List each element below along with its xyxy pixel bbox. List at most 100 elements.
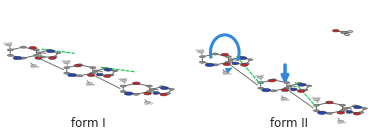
Circle shape <box>149 103 153 104</box>
Circle shape <box>362 108 367 109</box>
Circle shape <box>46 50 55 53</box>
Circle shape <box>169 88 174 90</box>
Circle shape <box>7 54 13 56</box>
Text: form I: form I <box>71 117 105 130</box>
Circle shape <box>312 97 316 99</box>
Circle shape <box>123 78 127 79</box>
Circle shape <box>103 67 108 69</box>
Circle shape <box>268 79 276 82</box>
Circle shape <box>271 79 277 81</box>
Circle shape <box>238 56 243 58</box>
Circle shape <box>109 74 114 76</box>
Circle shape <box>64 67 70 69</box>
Circle shape <box>77 75 83 77</box>
Circle shape <box>33 49 39 51</box>
Circle shape <box>286 99 290 101</box>
Circle shape <box>313 104 319 106</box>
Circle shape <box>225 61 231 63</box>
Text: form II: form II <box>270 117 308 130</box>
Circle shape <box>232 62 239 64</box>
Circle shape <box>307 85 312 87</box>
Circle shape <box>20 46 26 48</box>
Circle shape <box>29 47 36 49</box>
Circle shape <box>52 56 57 58</box>
Circle shape <box>303 89 308 91</box>
Circle shape <box>159 86 164 88</box>
Circle shape <box>33 54 39 56</box>
Circle shape <box>199 61 205 63</box>
Circle shape <box>212 53 218 55</box>
Circle shape <box>326 101 333 104</box>
Circle shape <box>316 97 320 99</box>
Circle shape <box>86 85 90 86</box>
Circle shape <box>90 72 96 74</box>
Circle shape <box>297 90 305 92</box>
Circle shape <box>287 85 292 87</box>
Circle shape <box>36 66 39 67</box>
Circle shape <box>221 53 229 56</box>
Circle shape <box>199 56 205 58</box>
Circle shape <box>260 75 264 76</box>
Circle shape <box>339 110 345 112</box>
Circle shape <box>257 76 263 78</box>
Circle shape <box>4 43 8 44</box>
Circle shape <box>313 110 319 112</box>
Circle shape <box>104 68 112 71</box>
Circle shape <box>91 84 95 85</box>
Circle shape <box>120 85 126 87</box>
Circle shape <box>160 93 167 96</box>
Circle shape <box>67 60 71 62</box>
Circle shape <box>48 57 56 59</box>
Circle shape <box>358 112 364 114</box>
Circle shape <box>165 92 170 94</box>
Circle shape <box>353 112 361 115</box>
Circle shape <box>271 90 277 92</box>
Circle shape <box>258 82 264 84</box>
Circle shape <box>46 49 51 51</box>
Circle shape <box>20 57 26 59</box>
Circle shape <box>64 62 70 64</box>
Circle shape <box>297 82 302 84</box>
Circle shape <box>153 92 158 94</box>
Circle shape <box>146 90 152 93</box>
Circle shape <box>31 67 35 68</box>
Circle shape <box>347 31 353 33</box>
Circle shape <box>232 63 237 65</box>
Circle shape <box>339 104 345 106</box>
Circle shape <box>201 49 204 51</box>
Circle shape <box>284 87 290 89</box>
Circle shape <box>96 73 103 76</box>
Circle shape <box>346 112 352 114</box>
Circle shape <box>93 70 98 72</box>
Circle shape <box>133 82 139 84</box>
Circle shape <box>77 64 83 66</box>
Circle shape <box>133 93 139 95</box>
Circle shape <box>120 90 126 93</box>
Circle shape <box>68 74 77 77</box>
Circle shape <box>281 100 285 101</box>
Circle shape <box>196 50 200 51</box>
Circle shape <box>56 52 61 54</box>
Circle shape <box>353 106 362 109</box>
Circle shape <box>244 63 249 65</box>
Circle shape <box>40 56 45 58</box>
Circle shape <box>198 51 204 53</box>
Circle shape <box>240 63 248 66</box>
Circle shape <box>119 78 122 80</box>
Circle shape <box>90 67 96 69</box>
Circle shape <box>344 34 350 35</box>
Circle shape <box>87 82 93 85</box>
Circle shape <box>352 105 358 107</box>
Circle shape <box>223 74 227 75</box>
Circle shape <box>113 70 118 72</box>
Circle shape <box>124 92 133 95</box>
Circle shape <box>248 59 253 61</box>
Circle shape <box>87 74 95 76</box>
Circle shape <box>7 49 13 51</box>
Circle shape <box>228 73 231 74</box>
Circle shape <box>338 120 344 122</box>
Circle shape <box>6 44 12 46</box>
Circle shape <box>338 122 342 124</box>
Circle shape <box>228 59 234 61</box>
Circle shape <box>298 83 306 86</box>
